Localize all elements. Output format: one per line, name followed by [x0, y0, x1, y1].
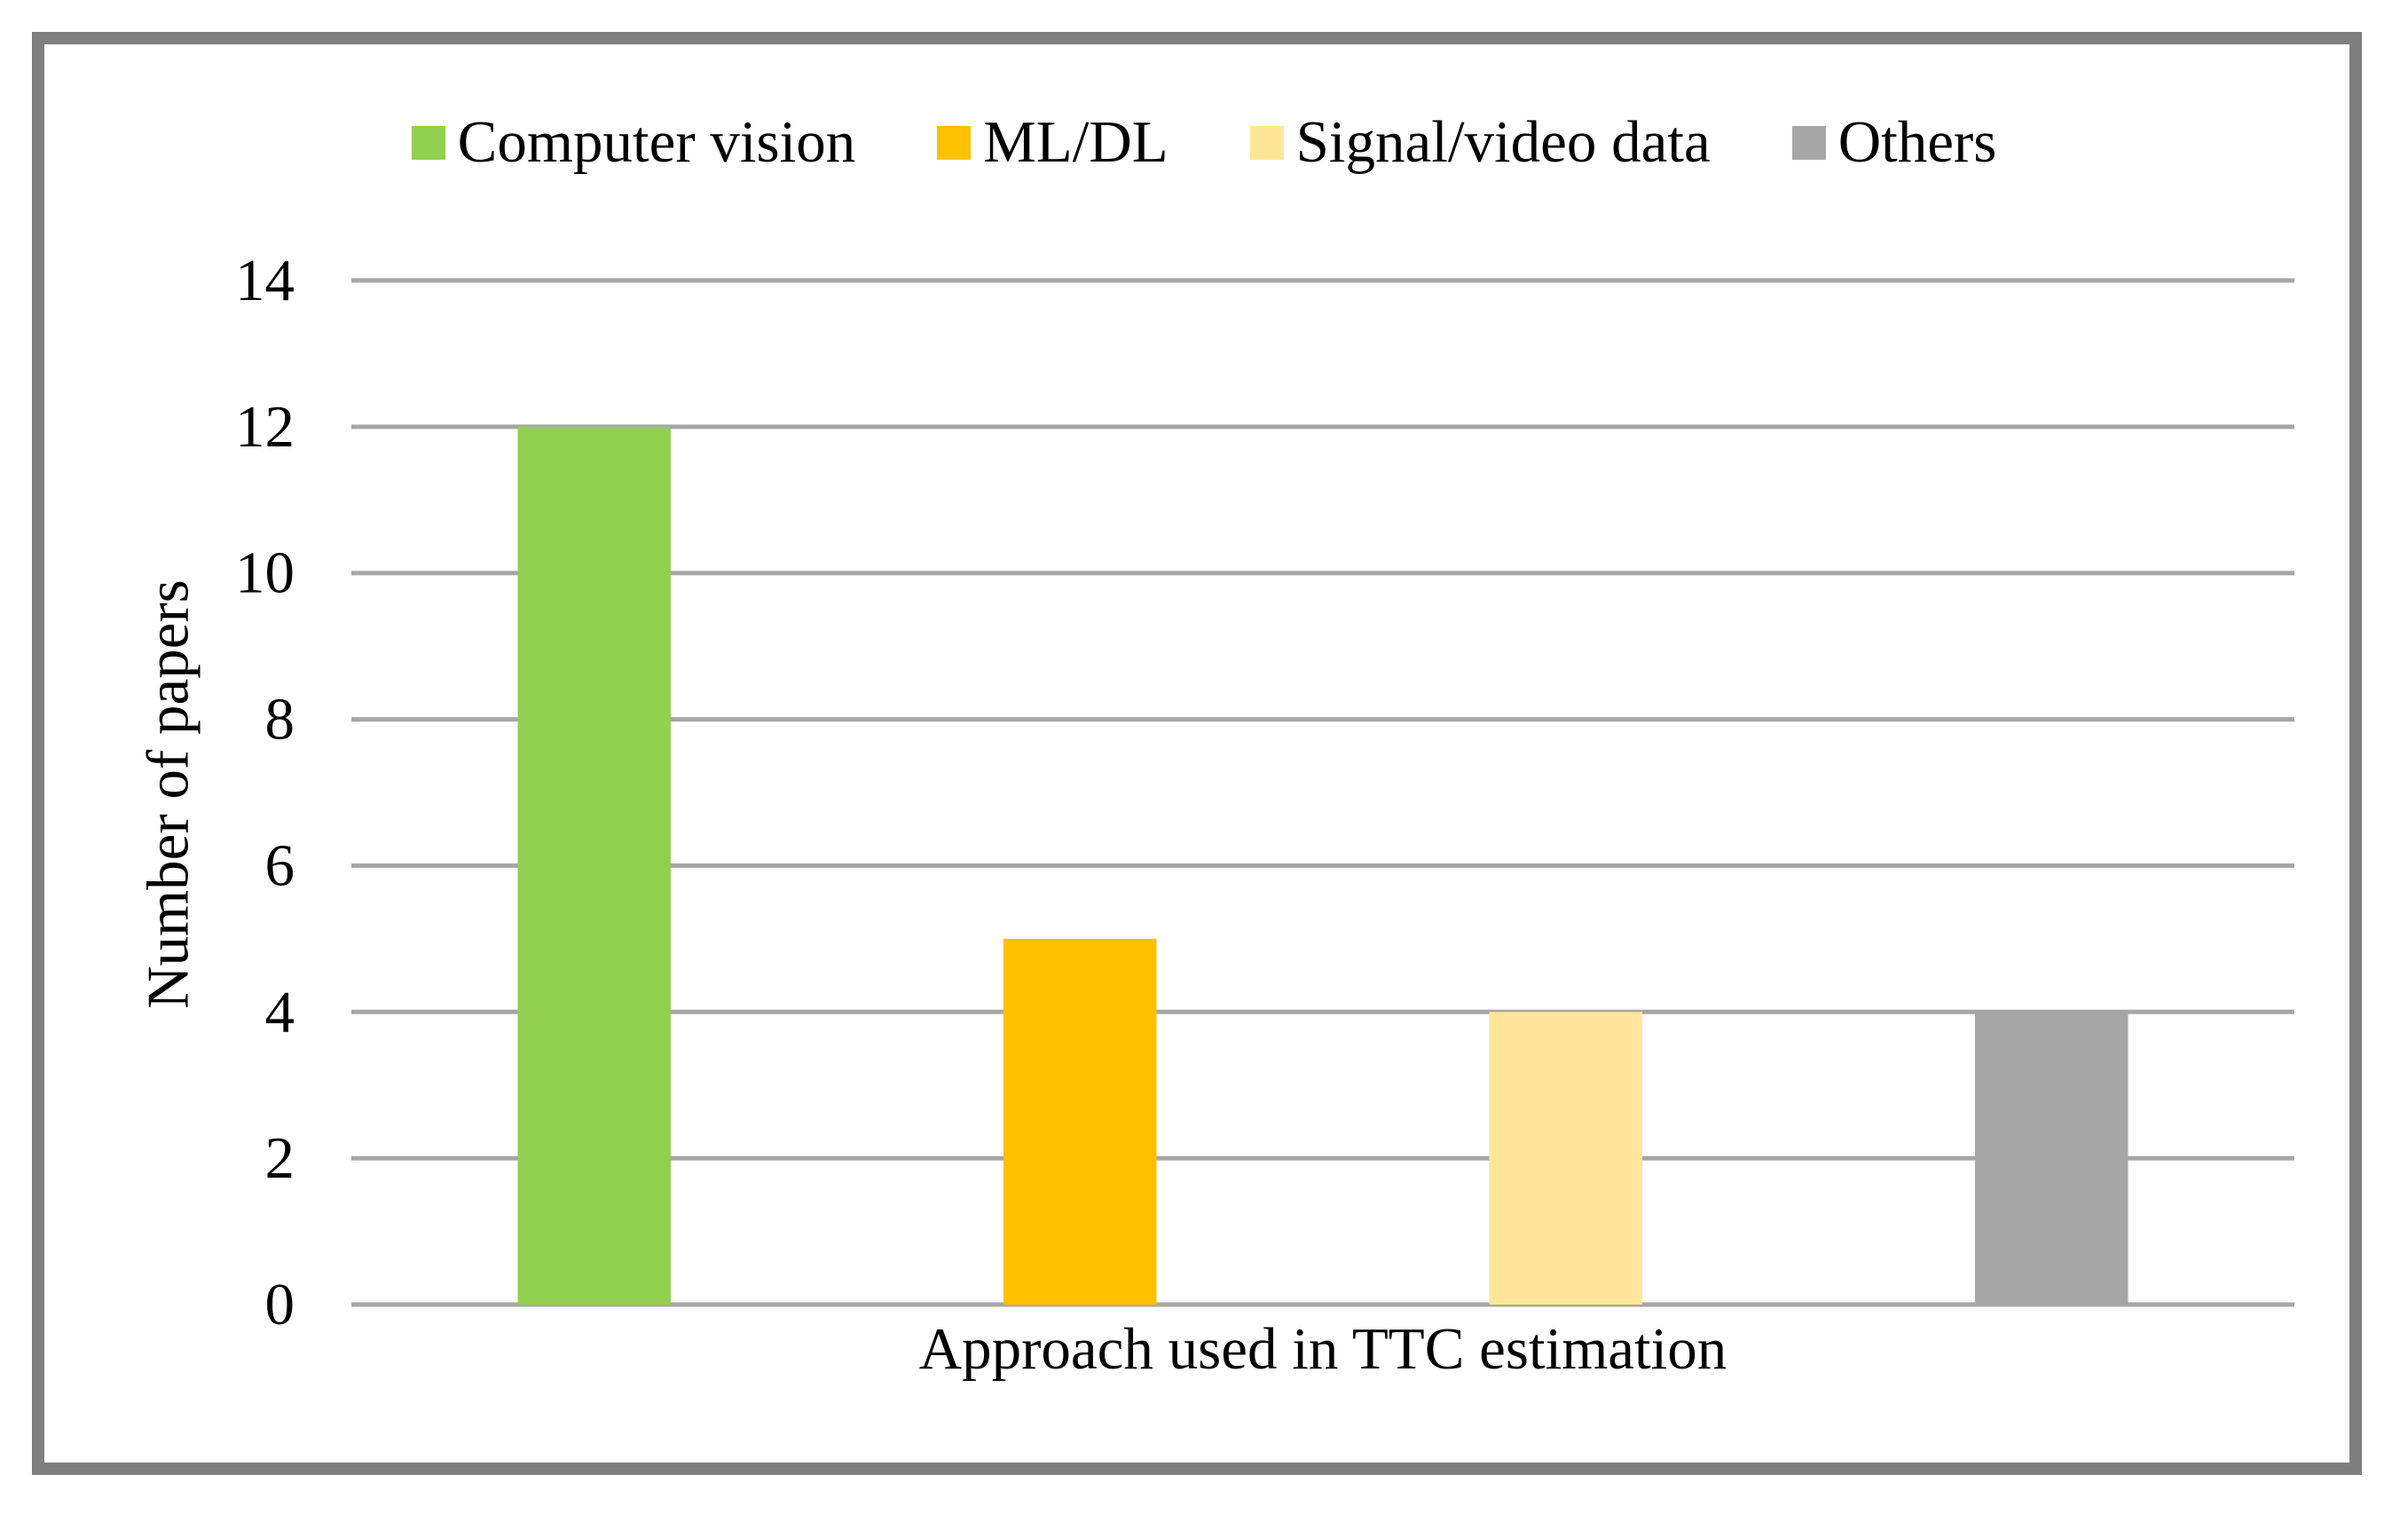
gridlines [351, 278, 2294, 1307]
y-tick-label: 10 [235, 540, 295, 606]
legend-swatch [1791, 125, 1826, 160]
y-tick-label: 14 [235, 248, 295, 313]
bar-signal-video-data [1489, 1012, 1642, 1305]
y-tick-label: 4 [265, 979, 295, 1045]
legend-swatch [1249, 125, 1284, 160]
y-axis-label: Number of papers [135, 580, 201, 1009]
x-axis-label: Approach used in TTC estimation [918, 1316, 1727, 1382]
legend-label: Others [1837, 109, 1997, 175]
y-tick-label: 0 [265, 1272, 295, 1337]
y-tick-label: 2 [265, 1125, 295, 1191]
legend-swatch [411, 125, 445, 160]
y-tick-labels: 0 2 4 6 8 10 12 14 [235, 248, 295, 1337]
bar-ml-dl [1003, 938, 1157, 1305]
y-tick-label: 6 [265, 832, 295, 898]
legend-item-computer-vision: Computer vision [411, 108, 856, 177]
bar-computer-vision [517, 426, 671, 1305]
legend-label: Computer vision [457, 109, 856, 175]
legend: Computer vision ML/DL Signal/video data … [0, 108, 2408, 177]
legend-label: Signal/video data [1295, 109, 1711, 175]
bar-others [1975, 1012, 2129, 1305]
legend-swatch [937, 125, 972, 160]
legend-label: ML/DL [983, 109, 1169, 175]
legend-item-signal-video-data: Signal/video data [1249, 108, 1711, 177]
legend-item-others: Others [1791, 108, 1997, 177]
legend-item-ml-dl: ML/DL [937, 108, 1169, 177]
y-tick-label: 12 [235, 394, 295, 460]
chart-frame [32, 32, 2362, 1475]
bars [517, 426, 2129, 1305]
y-tick-label: 8 [265, 687, 295, 753]
